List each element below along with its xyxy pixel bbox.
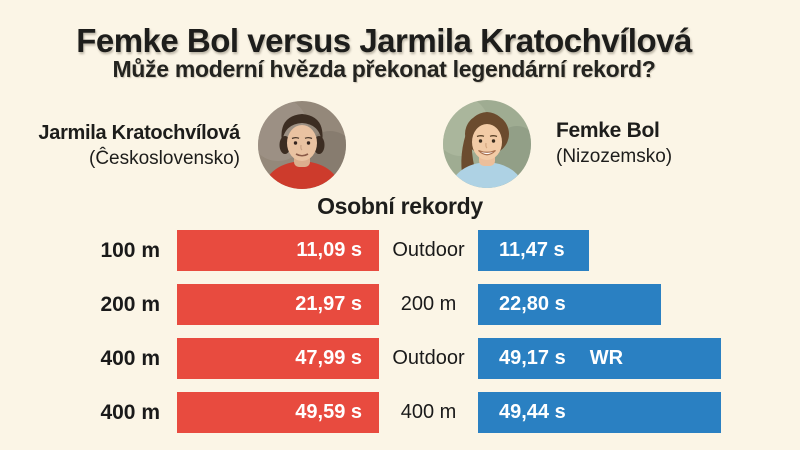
event-label: 400 m [100,401,160,424]
event-label: 200 m [100,293,160,316]
jarmila-value: 47,99 s [295,347,362,369]
athlete-photo-femke [443,100,531,188]
event-label: 100 m [100,239,160,262]
jarmila-portrait-illustration [258,101,346,189]
record-row-400m-outdoor: 400 m 47,99 s Outdoor 49,17 s WR [0,338,800,379]
jarmila-value: 11,09 s [296,239,362,261]
athlete-block-femke: Femke Bol (Nizozemsko) [556,118,786,169]
athlete-photo-jarmila [258,101,346,189]
femke-value: 49,44 s [499,401,566,423]
page-title: Femke Bol versus Jarmila Kratochvílová [76,22,692,59]
femke-value: 49,17 s [499,347,566,369]
jarmila-bar: 47,99 s [177,338,379,379]
page-subtitle: Může moderní hvězda překonat legendární … [112,56,656,82]
event-label: 400 m [100,347,160,370]
jarmila-bar: 11,09 s [177,230,379,271]
section-title: Osobní rekordy [317,193,483,219]
record-row-400m-indoor: 400 m 49,59 s 400 m 49,44 s [0,392,800,433]
femke-bar: 11,47 s [478,230,589,271]
femke-bar: 49,44 s [478,392,721,433]
jarmila-value: 21,97 s [295,293,362,315]
jarmila-bar: 49,59 s [177,392,379,433]
condition-label: Outdoor [392,347,465,369]
wr-badge: WR [589,347,624,369]
athlete-country-jarmila: (Ĉeskoslovensko) [89,148,240,169]
athlete-country-femke: (Nizozemsko) [556,146,673,167]
femke-bar: 49,17 s WR [478,338,721,379]
jarmila-value: 49,59 s [295,401,362,423]
condition-label: 200 m [400,293,457,315]
record-row-200m: 200 m 21,97 s 200 m 22,80 s [0,284,800,325]
jarmila-bar: 21,97 s [177,284,379,325]
femke-portrait-illustration [443,100,531,188]
femke-value: 22,80 s [499,293,566,315]
athlete-name-jarmila: Jarmila Kratochvílová [38,122,240,144]
femke-value: 11,47 s [499,239,565,261]
condition-label: Outdoor [392,239,465,261]
athlete-name-femke: Femke Bol [556,119,660,142]
record-row-100m: 100 m 11,09 s Outdoor 11,47 s [0,230,800,271]
athlete-block-jarmila: Jarmila Kratochvílová (Ĉeskoslovensko) [8,120,240,171]
femke-bar: 22,80 s [478,284,661,325]
condition-label: 400 m [400,401,457,423]
